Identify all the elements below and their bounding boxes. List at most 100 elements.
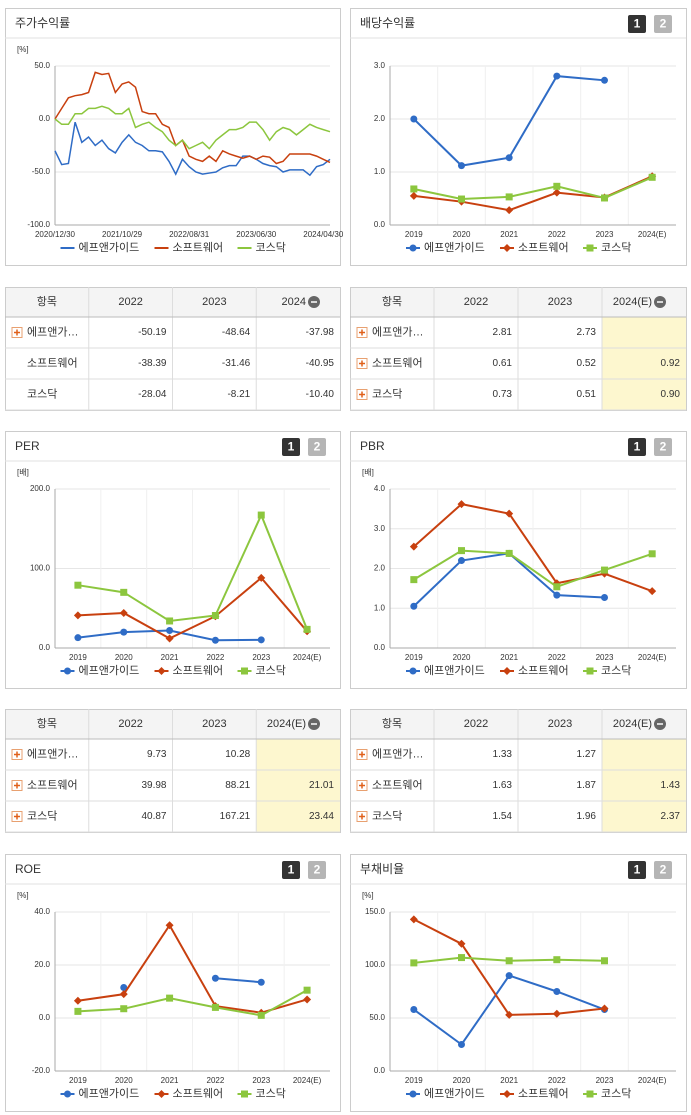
x-tick-label: 2022 — [548, 230, 566, 239]
row-label: 소프트웨어 — [27, 778, 78, 791]
header-cell: 2023 — [202, 296, 226, 308]
marker — [505, 509, 514, 518]
x-tick-label: 2024(E) — [638, 230, 667, 239]
x-tick-label: 2019 — [405, 653, 423, 662]
cell: 1.63 — [493, 780, 513, 791]
highlight-column — [602, 739, 686, 832]
marker — [553, 182, 561, 190]
marker — [410, 115, 418, 123]
tab-button[interactable] — [654, 15, 672, 33]
cell: 1.27 — [577, 749, 597, 760]
y-tick-label: -20.0 — [32, 1066, 51, 1075]
x-tick-label: 2020 — [115, 1076, 133, 1085]
marker — [257, 511, 265, 519]
tab-button[interactable] — [654, 438, 672, 456]
marker — [458, 954, 465, 962]
y-tick-label: 200.0 — [30, 484, 51, 493]
series-line — [413, 549, 653, 588]
y-tick-label: 0.0 — [39, 114, 51, 123]
marker — [586, 244, 594, 252]
marker — [458, 162, 465, 170]
cell: 40.87 — [141, 811, 166, 822]
marker — [601, 957, 608, 965]
cell: 2.81 — [493, 327, 513, 338]
cell: -50.19 — [138, 327, 167, 338]
marker — [166, 627, 174, 635]
tab-button[interactable] — [628, 15, 646, 33]
marker — [409, 244, 417, 252]
expand-icon-plus — [359, 391, 365, 398]
y-tick-label: 4.0 — [374, 484, 386, 493]
x-tick-label: 2020 — [453, 1076, 471, 1085]
cell: 2.37 — [661, 811, 681, 822]
tab-button[interactable] — [282, 861, 300, 879]
x-tick-label: 2023/06/30 — [236, 230, 277, 239]
y-tick-label: -50.0 — [32, 167, 51, 176]
tab-button[interactable] — [654, 861, 672, 879]
x-tick-label: 2022 — [548, 1076, 566, 1085]
marker — [648, 587, 657, 596]
marker — [457, 500, 466, 509]
x-tick-label: 2020 — [115, 653, 133, 662]
marker — [458, 557, 465, 565]
marker — [257, 636, 265, 644]
marker — [303, 995, 312, 1004]
x-tick-label: 2021 — [500, 653, 518, 662]
chart-title: PER — [15, 439, 40, 453]
cell: 9.73 — [147, 749, 167, 760]
y-tick-label: 150.0 — [365, 907, 386, 916]
x-tick-label: 2022/08/31 — [169, 230, 210, 239]
x-tick-label: 2021 — [500, 1076, 518, 1085]
marker — [457, 939, 466, 948]
marker — [120, 1005, 128, 1013]
series-line — [413, 176, 653, 201]
y-tick-label: 100.0 — [30, 564, 51, 573]
x-tick-label: 2021/10/29 — [102, 230, 143, 239]
expand-icon-plus — [359, 813, 365, 820]
cell: 10.28 — [225, 749, 250, 760]
row-label: 소프트웨어 — [372, 778, 423, 791]
cell: 0.61 — [493, 358, 513, 369]
y-tick-label: 1.0 — [374, 167, 386, 176]
marker — [601, 194, 608, 202]
cell: -8.21 — [227, 389, 250, 400]
chart-panel — [350, 854, 687, 1112]
tab-button[interactable] — [628, 438, 646, 456]
marker — [503, 1090, 511, 1098]
chart-title: 주가수익률 — [15, 16, 70, 30]
chart-title: ROE — [15, 862, 41, 876]
tab-button[interactable] — [282, 438, 300, 456]
cell: 0.73 — [493, 389, 513, 400]
series-line — [413, 503, 653, 593]
cell: 1.96 — [577, 811, 597, 822]
tab-button[interactable] — [308, 438, 326, 456]
y-unit: [%] — [17, 891, 29, 900]
series-line — [54, 121, 331, 177]
y-tick-label: 3.0 — [374, 61, 386, 70]
legend-label: 코스닥 — [601, 1087, 631, 1100]
marker — [409, 667, 417, 675]
chart-title: PBR — [360, 439, 385, 453]
marker — [505, 957, 513, 965]
row-label: 코스닥 — [372, 387, 402, 400]
cell: 0.51 — [577, 389, 597, 400]
tab-button[interactable] — [628, 861, 646, 879]
tab-button[interactable] — [308, 861, 326, 879]
marker — [505, 1010, 514, 1019]
x-tick-label: 2022 — [207, 653, 225, 662]
y-unit: [배] — [362, 468, 374, 477]
legend-label: 코스닥 — [601, 241, 631, 254]
marker — [211, 974, 219, 982]
expand-icon-plus — [14, 813, 20, 820]
marker — [601, 76, 608, 84]
marker — [648, 550, 656, 558]
legend-label: 소프트웨어 — [173, 1087, 224, 1100]
legend-label: 코스닥 — [256, 241, 286, 254]
y-tick-label: 0.0 — [39, 1013, 51, 1022]
legend-label: 소프트웨어 — [518, 241, 569, 254]
cell: 0.90 — [661, 389, 681, 400]
row-label: 에프앤가… — [372, 747, 423, 760]
cell: 167.21 — [220, 811, 251, 822]
y-tick-label: 0.0 — [374, 220, 386, 229]
cell: -10.40 — [306, 389, 335, 400]
